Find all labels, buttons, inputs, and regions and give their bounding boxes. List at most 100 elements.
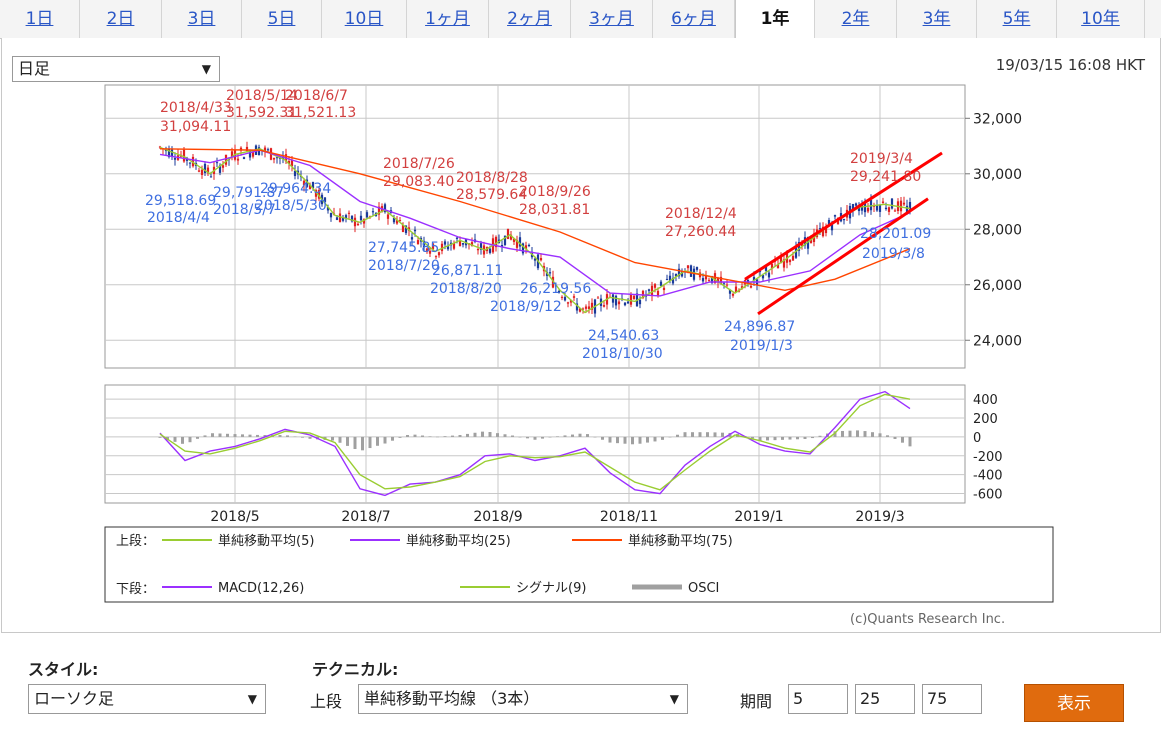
candle-body [686,265,690,269]
lower-plot-frame [104,384,966,504]
osci-bar [533,436,537,440]
osci-bar [578,433,582,437]
osci-bar [353,436,357,450]
candle-body [251,152,255,157]
candle-body [749,285,753,288]
tab-13[interactable]: 5年 [977,0,1057,38]
chevron-down-icon: ▼ [669,692,679,706]
osci-bar [233,434,237,437]
candle-body [386,214,390,219]
candle-body [506,228,510,240]
price-annotation: 27,745.85 [368,240,439,256]
candle-body [590,302,594,310]
tab-9[interactable]: 6ヶ月 [653,0,735,38]
lower-y-tick-label: 0 [973,431,981,446]
tab-1[interactable]: 1日 [0,0,80,38]
candle-body [584,306,588,309]
candle-body [539,258,543,261]
x-tick-label: 2019/3 [855,509,904,525]
tab-6[interactable]: 1ヶ月 [407,0,489,38]
candle-body [902,202,906,205]
candle-body [344,215,348,219]
candle-body [575,303,579,311]
tab-14[interactable]: 10年 [1057,0,1145,38]
candle-body [533,258,537,261]
price-annotation: 2018/5/7 [213,202,276,218]
osci-bar [473,432,477,437]
osci-bar [646,436,649,443]
tab-3[interactable]: 3日 [162,0,242,38]
candle-body [503,235,507,245]
osci-bar [721,432,724,437]
trend-channel-upper [744,151,943,281]
candle-body [341,217,345,221]
price-annotation: 29,083.40 [383,174,454,190]
osci-bar [668,436,672,438]
osci-bar [361,436,364,451]
osci-bar [421,435,424,437]
tab-10[interactable]: 1年 [735,0,815,39]
candle-body [197,170,201,172]
period-input-3[interactable]: 75 [922,684,982,714]
osci-bar [458,435,462,437]
candle-body [425,248,429,252]
osci-bar [878,433,882,437]
x-tick-label: 2018/9 [473,509,522,525]
candle-body [287,160,291,164]
candle-body [173,157,177,160]
tab-11[interactable]: 2年 [815,0,897,38]
period-input-1[interactable]: 5 [788,684,848,714]
candle-body [428,250,432,254]
upper-y-tick-label: 26,000 [973,278,1022,294]
interval-select[interactable]: 日足 ▼ [12,56,220,82]
candle-body [692,268,696,280]
tab-8[interactable]: 3ヶ月 [571,0,653,38]
candle-body [458,241,462,247]
candle-body [602,305,606,307]
osci-bar [623,436,627,444]
legend-item: 単純移動平均(75) [628,533,733,549]
candle-body [842,218,846,221]
osci-bar [518,436,522,438]
osci-bar [511,435,514,437]
tab-4[interactable]: 5日 [242,0,322,38]
price-annotation: 28,031.81 [519,202,590,218]
osci-bar [338,436,342,443]
candle-body [515,240,519,248]
price-annotation: 2019/3/8 [862,246,925,262]
tab-2[interactable]: 2日 [80,0,162,38]
technical-select[interactable]: 単純移動平均線 （3本） ▼ [358,684,688,714]
candle-body [239,147,243,151]
osci-bar [818,435,822,437]
tab-5[interactable]: 10日 [322,0,407,38]
osci-bar [443,436,447,437]
candle-body [446,246,450,250]
osci-bar [541,436,544,439]
candle-body [218,165,222,173]
candle-body [479,243,483,250]
legend-item: シグナル(9) [516,581,586,596]
candle-body [359,215,363,221]
candle-body [887,207,891,212]
candle-body [725,284,729,286]
tab-7[interactable]: 2ヶ月 [489,0,571,38]
candle-body [875,205,879,211]
tab-12[interactable]: 3年 [897,0,977,38]
chevron-down-icon: ▼ [201,62,211,76]
style-select[interactable]: ローソク足 ▼ [28,684,266,714]
interval-select-value: 日足 [18,59,51,78]
candle-body [440,243,444,252]
candle-body [392,217,396,223]
candle-body [659,281,663,286]
candle-body [338,213,342,223]
osci-bar [346,436,349,446]
candle-body [650,285,654,296]
legend-item: 単純移動平均(25) [406,533,511,549]
osci-bar [526,436,529,439]
candle-body [632,295,636,299]
submit-button[interactable]: 表示 [1024,684,1124,722]
price-annotation: 2018/5/14 [226,88,298,104]
candle-body [422,240,426,248]
period-input-2[interactable]: 25 [855,684,915,714]
candle-body [752,277,756,281]
